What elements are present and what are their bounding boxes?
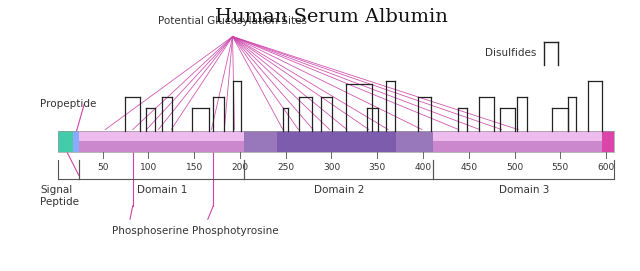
- Text: 100: 100: [140, 163, 157, 172]
- Bar: [73, 131, 79, 151]
- Text: 250: 250: [277, 163, 294, 172]
- Text: Disulfides: Disulfides: [485, 49, 536, 59]
- Text: Domain 1: Domain 1: [137, 185, 188, 195]
- Text: 550: 550: [552, 163, 569, 172]
- Text: 350: 350: [369, 163, 386, 172]
- Text: 600: 600: [598, 163, 615, 172]
- Text: 50: 50: [97, 163, 108, 172]
- Text: 400: 400: [415, 163, 431, 172]
- Text: Phosphoserine: Phosphoserine: [112, 226, 188, 236]
- Text: Potential Glucosylation Sites: Potential Glucosylation Sites: [158, 16, 307, 26]
- Text: 500: 500: [506, 163, 523, 172]
- Text: Propeptide: Propeptide: [40, 99, 97, 109]
- Bar: [58, 131, 614, 151]
- Text: Signal
Peptide: Signal Peptide: [40, 185, 79, 207]
- Text: Domain 3: Domain 3: [499, 185, 549, 195]
- Bar: [58, 131, 74, 151]
- Bar: [602, 131, 614, 151]
- Bar: [58, 131, 614, 141]
- Text: Phosphotyrosine: Phosphotyrosine: [192, 226, 279, 236]
- Text: Domain 2: Domain 2: [314, 185, 364, 195]
- Text: 200: 200: [231, 163, 248, 172]
- Bar: [276, 131, 396, 151]
- Text: 150: 150: [186, 163, 203, 172]
- Text: 450: 450: [460, 163, 477, 172]
- Text: Human Serum Albumin: Human Serum Albumin: [215, 8, 448, 26]
- Text: 300: 300: [323, 163, 340, 172]
- Bar: [58, 131, 614, 151]
- Bar: [58, 141, 614, 151]
- Bar: [244, 131, 433, 151]
